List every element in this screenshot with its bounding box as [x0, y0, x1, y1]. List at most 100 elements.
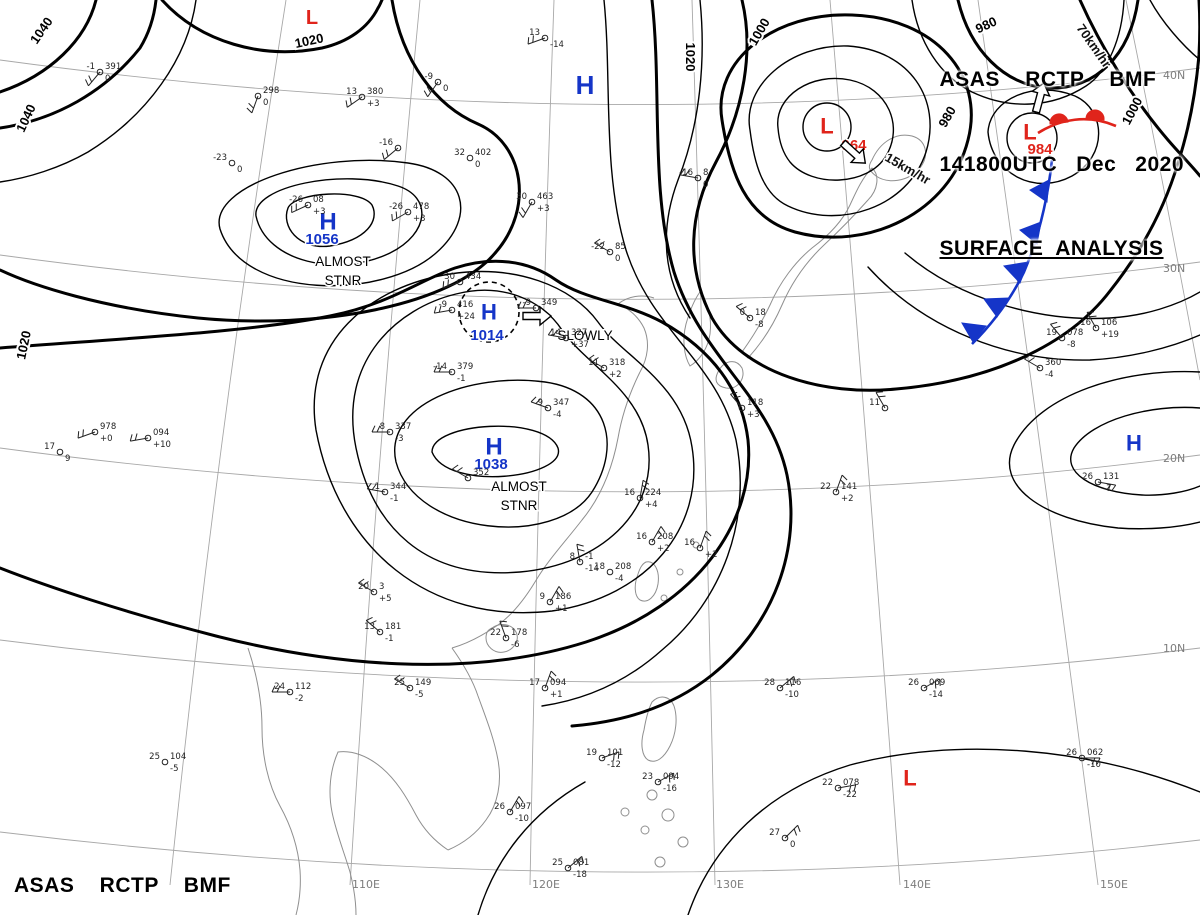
station-circle: [91, 428, 99, 436]
graticule-meridian: [349, 0, 421, 886]
station-plot: -26 08 +3: [289, 195, 325, 217]
pressure-value: 1056: [305, 231, 338, 248]
wind-barb: [1024, 358, 1041, 369]
wind-barb: [346, 96, 363, 108]
wind-barb: [1086, 312, 1097, 329]
station-plot: 8 -1 -14: [570, 543, 599, 574]
graticule-parallel: [0, 639, 1200, 683]
station-tendency: -4: [553, 410, 561, 420]
isobar-1020: [160, 0, 384, 54]
station-pressure: 094: [663, 772, 679, 782]
pressure-letter: L: [820, 114, 833, 139]
station-tendency: -1: [457, 374, 465, 384]
front-layer: [961, 109, 1117, 345]
station-tendency: -7: [1103, 484, 1111, 494]
station-pressure: 379: [457, 362, 473, 372]
station-temp: -16: [1077, 318, 1091, 328]
station-circle: [654, 778, 662, 786]
wind-barb-tick: [684, 169, 690, 177]
wind-barb: [567, 856, 583, 869]
wind-barb-tick: [248, 102, 254, 109]
wind-barb: [522, 201, 533, 218]
station-circle: [466, 154, 474, 162]
wind-barb-tick: [521, 207, 526, 214]
station-temp: 1: [375, 482, 380, 492]
isobar-value-label: 1040: [13, 102, 39, 135]
station-temp: -9: [523, 298, 531, 308]
wind-barb-tick: [349, 97, 352, 105]
station-plot: 16 208 +2: [636, 526, 673, 554]
movement-annotation: ALMOST: [491, 479, 547, 494]
coastline-burma: [247, 647, 301, 915]
isobar-ring-964: [748, 45, 931, 217]
coastline-china: [451, 371, 641, 649]
wind-barb-tick: [733, 395, 741, 399]
station-temp: -26: [389, 202, 403, 212]
analysis-title-bottom: ASAS RCTP BMF 141800UTC Dec 2020 SURFACE…: [14, 816, 258, 915]
title-line-1: ASAS RCTP BMF: [14, 874, 231, 898]
station-pressure: 078: [1067, 328, 1083, 338]
wind-barb-tick: [395, 211, 398, 219]
wind-barb-tick: [499, 620, 507, 623]
station-pressure: 349: [541, 298, 557, 308]
station-tendency: 0: [703, 180, 708, 190]
station-circle: [56, 448, 64, 456]
wind-barb: [730, 393, 743, 409]
station-tendency: -14: [550, 40, 564, 50]
pressure-letter: H: [319, 209, 336, 236]
wind-barb: [549, 586, 560, 603]
station-circle: [434, 78, 442, 86]
station-tendency: -2: [295, 694, 303, 704]
graticule-parallel: [0, 831, 1200, 873]
isobar-bottom: [687, 748, 1200, 915]
station-temp: 26: [494, 802, 505, 812]
station-pressure: 318: [609, 358, 625, 368]
wind-barb: [509, 796, 520, 813]
station-tendency: +1: [550, 690, 563, 700]
wind-barb: [251, 95, 259, 114]
station-temp: 17: [44, 442, 55, 452]
wind-barb-tick: [447, 279, 449, 287]
lon-label: 110E: [352, 878, 380, 891]
station-temp: 13: [364, 622, 375, 632]
station-plot: 25 081 -18: [552, 856, 589, 880]
isobar-ring-high-east: [1070, 406, 1200, 496]
isobar-1040: [0, 0, 158, 130]
coastline-island: [677, 836, 689, 848]
graticule-meridian: [691, 0, 716, 886]
wind-barb-tick: [426, 86, 431, 93]
wind-barb: [735, 306, 751, 319]
wind-barb: [442, 281, 461, 289]
station-plot: 094+10: [129, 428, 171, 450]
isobar-980-arc: [956, 0, 1140, 90]
station-circle: [881, 404, 889, 412]
station-plot: 1 344 -1: [366, 482, 406, 504]
station-plot: 16 224 +4: [624, 479, 661, 510]
station-pressure: 094: [550, 678, 566, 688]
graticule-meridian: [529, 0, 555, 886]
station-plot: 11 318 +2: [588, 354, 625, 380]
station-tendency: -1: [385, 634, 393, 644]
station-plot: 18 208 -4: [594, 562, 631, 584]
station-circle: [781, 834, 789, 842]
lon-label: 140E: [903, 878, 931, 891]
lon-label: 150E: [1100, 878, 1128, 891]
station-pressure: 118: [747, 398, 763, 408]
wind-barb: [527, 37, 546, 45]
station-circle: [161, 758, 169, 766]
station-temp: -1: [87, 62, 95, 72]
high-pressure-system: H: [574, 69, 596, 102]
station-pressure: 391: [105, 62, 121, 72]
wind-barb: [1050, 323, 1063, 339]
station-plot: -16 8 0: [679, 168, 708, 190]
wind-barb-tick: [522, 301, 527, 309]
station-circle: [404, 208, 412, 216]
wind-barb-tick: [371, 425, 376, 433]
station-tendency: -4: [1045, 370, 1053, 380]
wind-barb-tick: [1028, 357, 1035, 362]
station-plot: 9 347 -4: [530, 396, 569, 420]
isobar-980: [719, 13, 973, 239]
station-temp: 28: [764, 678, 775, 688]
isobar-meridional: [541, 0, 741, 707]
